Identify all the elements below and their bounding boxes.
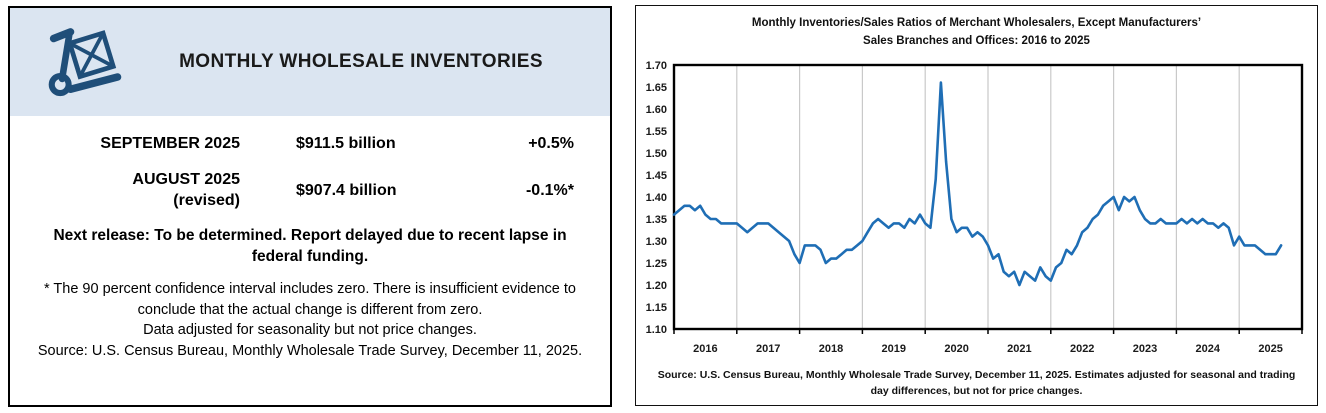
- y-axis-tick-label: 1.15: [646, 302, 667, 314]
- inventory-data-rows: SEPTEMBER 2025 $911.5 billion +0.5% AUGU…: [10, 134, 610, 211]
- y-axis-tick-label: 1.40: [646, 192, 667, 204]
- y-axis-tick-label: 1.45: [646, 170, 667, 182]
- y-axis-tick-label: 1.10: [646, 324, 667, 336]
- y-axis-tick-label: 1.70: [646, 60, 667, 72]
- y-axis-tick-label: 1.20: [646, 280, 667, 292]
- period-label: AUGUST 2025 (revised): [10, 170, 240, 212]
- chart-source-note: Source: U.S. Census Bureau, Monthly Whol…: [636, 367, 1317, 401]
- x-axis-year-label: 2019: [882, 343, 906, 355]
- chart-source-line2: day differences, but not for price chang…: [870, 385, 1083, 398]
- inventory-value: $911.5 billion: [296, 135, 396, 153]
- y-axis-tick-label: 1.25: [646, 258, 667, 270]
- chart-title-line2: Sales Branches and Offices: 2016 to 2025: [863, 34, 1090, 47]
- y-axis-tick-label: 1.50: [646, 148, 667, 160]
- inventories-sales-ratio-chart-card: Monthly Inventories/Sales Ratios of Merc…: [635, 5, 1318, 406]
- x-axis-year-label: 2016: [693, 343, 717, 355]
- next-release-note: Next release: To be determined. Report d…: [53, 227, 567, 266]
- footnotes: * The 90 percent confidence interval inc…: [26, 279, 594, 361]
- x-axis-year-label: 2018: [819, 343, 843, 355]
- chart-title-line1: Monthly Inventories/Sales Ratios of Merc…: [751, 17, 1202, 29]
- ratio-data-line: [672, 80, 1283, 286]
- percent-change: +0.5%: [528, 135, 574, 153]
- period-label: SEPTEMBER 2025: [100, 135, 240, 152]
- y-axis-tick-label: 1.55: [646, 126, 667, 138]
- inventory-value: $907.4 billion: [296, 181, 397, 199]
- y-axis-tick-label: 1.65: [646, 82, 667, 94]
- x-axis-year-label: 2017: [756, 343, 780, 355]
- footnote-source: Source: U.S. Census Bureau, Monthly Whol…: [37, 342, 583, 359]
- table-row: AUGUST 2025 (revised) $907.4 billion -0.…: [10, 170, 610, 212]
- percent-change: -0.1%*: [525, 181, 574, 199]
- x-axis-year-label: 2022: [1070, 343, 1094, 355]
- y-axis-tick-label: 1.35: [646, 214, 667, 226]
- x-axis-year-label: 2023: [1133, 343, 1157, 355]
- x-axis-year-label: 2024: [1196, 343, 1221, 355]
- chart-title: Monthly Inventories/Sales Ratios of Merc…: [636, 15, 1317, 51]
- x-axis-year-label: 2021: [1007, 343, 1031, 355]
- table-row: SEPTEMBER 2025 $911.5 billion +0.5%: [10, 134, 610, 155]
- y-axis-tick-label: 1.60: [646, 104, 667, 116]
- y-axis-tick-label: 1.30: [646, 236, 667, 248]
- line-chart: 1.10 1.15 1.20 1.25 1.30 1.35 1.40 1.45 1.50 1.55…: [646, 60, 1304, 355]
- hand-truck-icon: [32, 19, 126, 105]
- wholesale-inventories-card: MONTHLY WHOLESALE INVENTORIES SEPTEMBER …: [8, 6, 612, 407]
- x-axis-year-label: 2020: [944, 343, 968, 355]
- period-note: (revised): [173, 191, 240, 209]
- chart-source-line1: Source: U.S. Census Bureau, Monthly Whol…: [657, 368, 1296, 381]
- footnote-adjustment: Data adjusted for seasonality but not pr…: [143, 322, 477, 339]
- x-axis-year-label: 2025: [1258, 343, 1282, 355]
- footnote-confidence-interval: * The 90 percent confidence interval inc…: [44, 281, 576, 318]
- card-title: MONTHLY WHOLESALE INVENTORIES: [179, 51, 543, 72]
- card-header: MONTHLY WHOLESALE INVENTORIES: [10, 8, 610, 116]
